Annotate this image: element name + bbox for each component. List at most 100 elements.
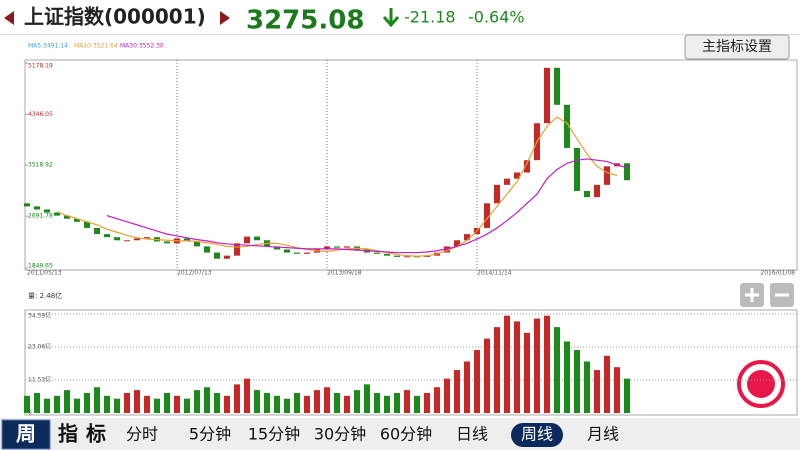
x-label: 2016/01/08 xyxy=(760,270,795,277)
candle xyxy=(94,227,100,235)
volume-bar xyxy=(414,395,420,413)
volume-label: 量: 2.48亿 xyxy=(28,291,62,300)
volume-bar xyxy=(144,395,150,413)
ma-legend: MA10:3521.64 xyxy=(74,43,118,50)
volume-bar xyxy=(344,395,350,413)
volume-bar xyxy=(134,390,140,413)
period-box[interactable] xyxy=(1,419,51,450)
candle xyxy=(124,240,130,242)
volume-bar xyxy=(104,395,110,413)
volume-bar xyxy=(354,390,360,413)
volume-bar xyxy=(284,398,290,413)
volume-bar xyxy=(474,350,480,413)
period-tab[interactable]: 60分钟 xyxy=(380,425,432,444)
period-tab[interactable]: 5分钟 xyxy=(189,425,231,444)
divider xyxy=(0,34,800,35)
volume-bar xyxy=(314,390,320,413)
volume-bar xyxy=(244,378,250,413)
volume-bar xyxy=(394,392,400,413)
volume-bar xyxy=(534,318,540,413)
volume-bar xyxy=(584,361,590,413)
candle xyxy=(54,212,60,216)
volume-bar xyxy=(154,398,160,413)
indicator-tab[interactable]: 标 xyxy=(86,422,106,446)
candle xyxy=(624,163,630,181)
period-tab[interactable]: 15分钟 xyxy=(248,425,300,444)
candle xyxy=(324,246,330,250)
volume-bar xyxy=(294,392,300,413)
ma-line xyxy=(56,116,618,257)
plus-icon xyxy=(745,288,759,302)
y-tick-label: 4346.05 xyxy=(28,111,53,118)
volume-bar xyxy=(624,378,630,413)
candle xyxy=(184,238,190,242)
period-tab[interactable]: 月线 xyxy=(587,425,619,444)
volume-bar xyxy=(234,384,240,413)
period-tab[interactable]: 日线 xyxy=(456,425,488,444)
candle xyxy=(554,67,560,105)
volume-bar xyxy=(374,392,380,413)
candle xyxy=(394,255,400,257)
volume-tick-label: 34.59亿 xyxy=(28,312,51,320)
volume-bar xyxy=(94,387,100,413)
volume-bar xyxy=(274,395,280,413)
indicator-button[interactable] xyxy=(684,34,790,60)
volume-bar xyxy=(164,392,170,413)
candle xyxy=(44,209,50,213)
next-arrow[interactable] xyxy=(220,11,230,25)
volume-bar xyxy=(454,370,460,413)
volume-bar xyxy=(44,398,50,413)
candle xyxy=(164,241,170,244)
candle xyxy=(134,238,140,241)
volume-bar xyxy=(484,338,490,413)
volume-bar xyxy=(364,384,370,413)
volume-bar xyxy=(554,327,560,413)
candle xyxy=(194,241,200,247)
period-tab[interactable]: 周线 xyxy=(521,425,553,444)
ma-line xyxy=(106,158,628,254)
volume-bar xyxy=(224,395,230,413)
prev-arrow[interactable] xyxy=(4,11,14,25)
volume-bar xyxy=(604,355,610,413)
volume-bar xyxy=(174,395,180,413)
ma-legend: MA30:3552.30 xyxy=(120,43,164,50)
volume-bar xyxy=(74,398,80,413)
candle xyxy=(244,236,250,244)
record-dot xyxy=(747,370,775,398)
volume-bar xyxy=(464,361,470,413)
volume-bar xyxy=(564,341,570,413)
tab-bar xyxy=(0,418,800,450)
period-tab[interactable]: 30分钟 xyxy=(314,425,366,444)
tab-selected xyxy=(511,423,563,447)
indicator-tab[interactable]: 指 xyxy=(58,422,78,446)
volume-bar xyxy=(574,350,580,413)
x-label: 2013/09/18 xyxy=(327,270,362,277)
candle xyxy=(594,184,600,198)
x-label: 2012/07/13 xyxy=(177,270,212,277)
candle xyxy=(454,240,460,247)
volume-bar xyxy=(184,398,190,413)
price: 3275.08 xyxy=(246,6,364,36)
candle xyxy=(444,246,450,253)
candle xyxy=(564,104,570,148)
candle xyxy=(254,236,260,241)
x-label: 2014/11/14 xyxy=(477,270,512,277)
candle xyxy=(494,184,500,204)
period-tab[interactable]: 分时 xyxy=(126,425,158,444)
candle xyxy=(214,252,220,259)
volume-bar xyxy=(114,398,120,413)
candle xyxy=(604,166,610,185)
volume-bar xyxy=(544,315,550,413)
y-tick-label: 2691.78 xyxy=(28,213,53,220)
y-tick-label: 5178.19 xyxy=(28,63,53,70)
candle xyxy=(144,237,150,239)
volume-bar xyxy=(304,395,310,413)
candle xyxy=(544,67,550,124)
volume-bar xyxy=(264,392,270,413)
candle xyxy=(74,218,80,222)
candle xyxy=(524,160,530,173)
volume-tick-label: 23.06亿 xyxy=(28,343,51,351)
candle xyxy=(574,147,580,191)
